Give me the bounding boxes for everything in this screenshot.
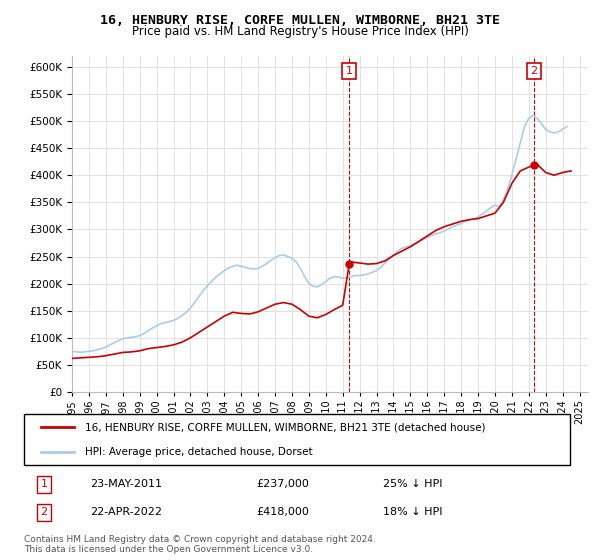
Text: 1: 1	[41, 479, 47, 489]
Text: 1: 1	[346, 66, 353, 76]
Text: 22-APR-2022: 22-APR-2022	[90, 507, 162, 517]
Text: £418,000: £418,000	[256, 507, 309, 517]
Text: 2: 2	[41, 507, 47, 517]
Text: HPI: Average price, detached house, Dorset: HPI: Average price, detached house, Dors…	[85, 447, 313, 457]
Text: 2: 2	[530, 66, 538, 76]
FancyBboxPatch shape	[24, 414, 571, 465]
Text: 18% ↓ HPI: 18% ↓ HPI	[383, 507, 442, 517]
Text: £237,000: £237,000	[256, 479, 309, 489]
Text: Price paid vs. HM Land Registry's House Price Index (HPI): Price paid vs. HM Land Registry's House …	[131, 25, 469, 38]
Text: 25% ↓ HPI: 25% ↓ HPI	[383, 479, 442, 489]
Text: 23-MAY-2011: 23-MAY-2011	[90, 479, 162, 489]
Text: 16, HENBURY RISE, CORFE MULLEN, WIMBORNE, BH21 3TE: 16, HENBURY RISE, CORFE MULLEN, WIMBORNE…	[100, 14, 500, 27]
Text: 16, HENBURY RISE, CORFE MULLEN, WIMBORNE, BH21 3TE (detached house): 16, HENBURY RISE, CORFE MULLEN, WIMBORNE…	[85, 422, 485, 432]
Text: Contains HM Land Registry data © Crown copyright and database right 2024.
This d: Contains HM Land Registry data © Crown c…	[24, 535, 376, 554]
